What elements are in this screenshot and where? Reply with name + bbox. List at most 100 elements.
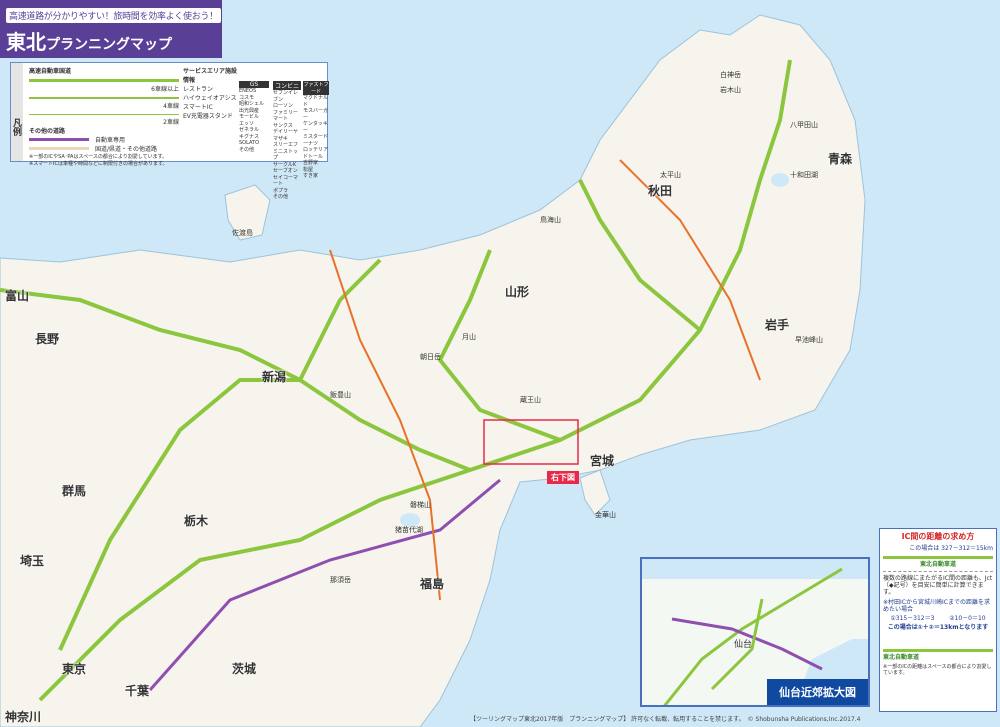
land-oshika	[579, 469, 611, 516]
national-road	[329, 249, 441, 601]
prefecture-label: 秋田	[648, 184, 673, 198]
sendai-inset-map[interactable]: 仙台 仙台近郊拡大図	[640, 557, 870, 707]
prefecture-label: 長野	[35, 332, 60, 346]
prefecture-label: 栃木	[184, 514, 209, 528]
inset-area-frame	[483, 419, 579, 465]
legend-road: 国道/県道・その他道路	[95, 146, 158, 153]
place-label: 十和田湖	[790, 171, 818, 179]
legend-brand: SOLATO	[239, 140, 260, 146]
land-sado	[224, 184, 271, 241]
legend-other-heading: その他の道路	[29, 128, 66, 135]
legend-conv-heading: コンビニ	[273, 81, 301, 90]
legend-brand: すき家	[303, 173, 319, 179]
prefecture-label: 埼玉	[20, 554, 45, 568]
legend-road: 自動車専用	[95, 137, 126, 144]
legend-brand: モスバーガー	[303, 108, 329, 121]
legend-brand: その他	[239, 146, 255, 153]
prefecture-label: 東京	[62, 662, 87, 676]
legend-lane: 6車線以上	[151, 86, 179, 93]
legend-brand: セブンイレブン	[273, 90, 299, 103]
land-mainland	[0, 14, 866, 727]
ic-guide-title: IC間の距離の求め方	[901, 532, 975, 541]
legend-brand: 吉野家	[303, 160, 319, 166]
lake-inawashiro	[400, 513, 420, 527]
place-label: 磐梯山	[410, 501, 431, 509]
page-title: 東北プランニングマップ	[6, 26, 216, 55]
ic-guide-result: この場合は①＋②＝13kmとなります	[887, 624, 989, 631]
legend-brand: ミスタードーナツ	[303, 134, 329, 147]
ic-guide-text: 複数の路線にまたがるIC間の距離も、Jct（◆記号）を目安に簡単に計算できます。	[883, 575, 993, 596]
ic-guide-note: ※一部のICの距離はスペースの都合により割愛しています。	[883, 664, 992, 676]
legend-brand: エッソ	[239, 120, 255, 127]
legend-brand: ミニストップ	[273, 148, 299, 162]
legend-brand: サークルK	[273, 161, 297, 168]
legend-brand: ローソン	[273, 103, 294, 109]
prefecture-label: 青森	[828, 152, 853, 166]
legend-brand: セーブオン	[273, 168, 298, 174]
legend-ff-heading: ファストフード	[303, 81, 329, 95]
prefecture-label: 宮城	[590, 454, 615, 468]
place-label: 飯豊山	[330, 391, 351, 399]
legend-side-label: 凡例	[11, 63, 23, 161]
ic-guide-text: この場合は 327－312＝15km	[909, 545, 993, 552]
inset-city-label: 仙台	[734, 640, 753, 650]
expressway-hokuriku	[0, 288, 301, 382]
legend-service: レストラン	[183, 86, 214, 93]
ic-distance-guide: IC間の距離の求め方 この場合は 327－312＝15km 東北自動車道 複数の…	[879, 528, 997, 712]
place-label: 鳥海山	[540, 216, 561, 224]
ic-guide-road: 東北自動車道	[883, 654, 920, 661]
legend-note: ※一部のICやSA･PAはスペースの都合により割愛しています。	[29, 154, 168, 160]
place-label: 金華山	[595, 511, 616, 519]
prefecture-label: 神奈川	[5, 710, 42, 724]
place-label: 早池峰山	[795, 336, 823, 344]
legend-brand: モービル	[239, 114, 260, 120]
expressway-banetsu	[298, 378, 471, 472]
expressway-kanetsu	[58, 258, 382, 651]
place-label: 太平山	[660, 171, 681, 179]
national-road-2	[619, 159, 761, 381]
legend-brand: ケンタッキー	[303, 121, 328, 134]
legend-service-heading: サービスエリア施設情報	[183, 68, 238, 84]
place-label: 朝日岳	[420, 353, 441, 361]
place-label: 八甲田山	[790, 121, 818, 129]
legend-gs-heading: GS	[239, 81, 269, 88]
prefecture-label: 山形	[505, 285, 530, 299]
place-label: 岩木山	[720, 86, 741, 94]
copyright: © Shobunsha Publications,Inc.2017.4	[747, 716, 861, 723]
lake-towada	[771, 173, 789, 187]
prefecture-label: 千葉	[125, 684, 150, 698]
prefecture-label: 岩手	[765, 318, 790, 332]
ic-guide-text: ※村田ICから宮城川崎ICまでの距離を求めたい場合	[883, 599, 990, 613]
legend-brand: ゼネラル	[239, 127, 260, 133]
legend-lane: 2車線	[163, 119, 179, 126]
expressway-akita	[578, 179, 702, 332]
inset-marker[interactable]: 右下図	[547, 471, 579, 484]
ic-guide-calc: ①315－312＝3	[890, 615, 935, 622]
place-label: 猪苗代湖	[395, 526, 423, 534]
legend-service: ハイウェイオアシス	[183, 95, 237, 102]
prefecture-label: 群馬	[62, 484, 87, 498]
subtitle: 高速道路が分かりやすい！旅時間を効率よく使おう！	[6, 8, 221, 23]
place-label: 佐渡島	[232, 229, 253, 237]
title-main: 東北	[6, 30, 46, 54]
place-label: 月山	[462, 333, 476, 341]
legend-brand: キグナス	[239, 133, 260, 140]
prefecture-label: 富山	[5, 289, 30, 303]
place-label: 白神岳	[720, 71, 741, 79]
title-rest: プランニングマップ	[46, 37, 172, 53]
legend-brand: ロッテリア	[303, 147, 329, 153]
ic-guide-road: 東北自動車道	[919, 561, 956, 568]
prefecture-label: 福島	[420, 577, 445, 591]
legend-expressway-heading: 高速自動車国道	[29, 68, 72, 75]
title-banner: 高速道路が分かりやすい！旅時間を効率よく使おう！ 東北プランニングマップ	[0, 0, 222, 58]
legend-brand: 松屋	[303, 166, 314, 173]
legend-brand: その他	[273, 194, 289, 200]
inset-title: 仙台近郊拡大図	[767, 679, 868, 705]
footer: 【ツーリングマップ東北2017年版 プランニングマップ】 許可なく転載、転用する…	[470, 716, 860, 724]
footer-text: 【ツーリングマップ東北2017年版 プランニングマップ】 許可なく転載、転用する…	[470, 716, 742, 723]
legend-lane: 4車線	[163, 103, 179, 110]
legend-brand: スリーエフ	[273, 142, 299, 148]
legend-brand: マクドナルド	[303, 95, 329, 108]
legend-brand: ENEOS	[239, 88, 257, 94]
